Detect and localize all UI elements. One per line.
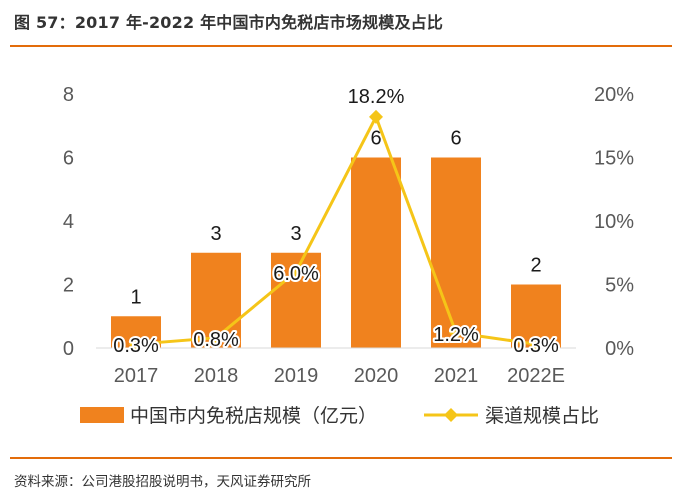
right-axis-tick: 10%: [594, 211, 634, 233]
legend-line-marker: [444, 408, 458, 422]
bar-value-label: 2: [530, 255, 541, 277]
line-marker: [209, 330, 223, 345]
line-data-labels: 0.3% 0.8% 6.0% 18.2% 1.2% 0.3%: [111, 84, 561, 359]
line-marker: [129, 337, 143, 352]
right-axis-tick: 0%: [605, 338, 634, 360]
line-marker: [449, 325, 463, 340]
share-line: [135, 113, 537, 346]
line-value-label: 1.2%: [433, 324, 479, 346]
line-value-label: 0.8%: [193, 329, 239, 351]
bar-value-label: 3: [290, 223, 301, 245]
x-axis-tick: 2019: [274, 365, 319, 387]
bar-data-labels: 1 3 3 6 6 2: [130, 128, 541, 309]
line-marker: [529, 337, 543, 352]
x-axis-tick: 2017: [114, 365, 159, 387]
bar-value-label: 3: [210, 223, 221, 245]
line-value-label: 0.3%: [113, 335, 159, 357]
legend-bar-label: 中国市内免税店规模（亿元）: [130, 405, 377, 427]
right-axis-tick: 20%: [594, 84, 634, 106]
bar: [351, 157, 401, 348]
left-axis: 0 2 4 6 8: [63, 84, 74, 360]
right-axis-tick: 15%: [594, 148, 634, 170]
line-marker: [289, 264, 303, 279]
line-value-label: 6.0%: [273, 263, 319, 285]
bar: [431, 157, 481, 348]
legend: 中国市内免税店规模（亿元） 渠道规模占比: [80, 405, 599, 427]
left-axis-tick: 0: [63, 338, 74, 360]
right-axis-tick: 5%: [605, 275, 634, 297]
x-axis: 2017 2018 2019 2020 2021 2022E: [114, 365, 565, 387]
line-marker: [369, 109, 383, 124]
left-axis-tick: 2: [63, 275, 74, 297]
bar-value-label: 1: [130, 286, 141, 308]
line-series: [129, 109, 543, 352]
x-axis-tick: 2021: [434, 365, 479, 387]
line-value-label: 0.3%: [513, 335, 559, 357]
legend-bar-swatch: [80, 407, 124, 423]
source-rule: [10, 457, 672, 459]
bar-series: [111, 157, 561, 348]
left-axis-tick: 6: [63, 148, 74, 170]
source-note: 资料来源：公司港股招股说明书，天风证券研究所: [14, 474, 311, 490]
title-rule: [10, 45, 672, 47]
x-axis-tick: 2018: [194, 365, 239, 387]
line-value-label: 18.2%: [348, 86, 405, 108]
left-axis-tick: 8: [63, 84, 74, 106]
right-axis: 0% 5% 10% 15% 20%: [594, 84, 634, 360]
legend-line-label: 渠道规模占比: [485, 405, 599, 427]
bar-value-label: 6: [370, 128, 381, 150]
x-axis-tick: 2022E: [507, 365, 565, 387]
left-axis-tick: 4: [63, 211, 74, 233]
bar-value-label: 6: [450, 128, 461, 150]
figure-title: 图 57：2017 年-2022 年中国市内免税店市场规模及占比: [14, 13, 444, 32]
x-axis-tick: 2020: [354, 365, 399, 387]
